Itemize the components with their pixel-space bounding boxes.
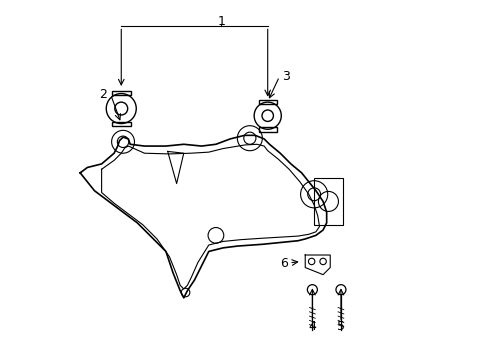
Text: 1: 1 <box>217 14 225 27</box>
Text: 2: 2 <box>99 88 106 101</box>
Text: 4: 4 <box>308 320 316 333</box>
Text: 6: 6 <box>279 257 287 270</box>
Text: 3: 3 <box>282 70 290 83</box>
Text: 5: 5 <box>336 320 344 333</box>
